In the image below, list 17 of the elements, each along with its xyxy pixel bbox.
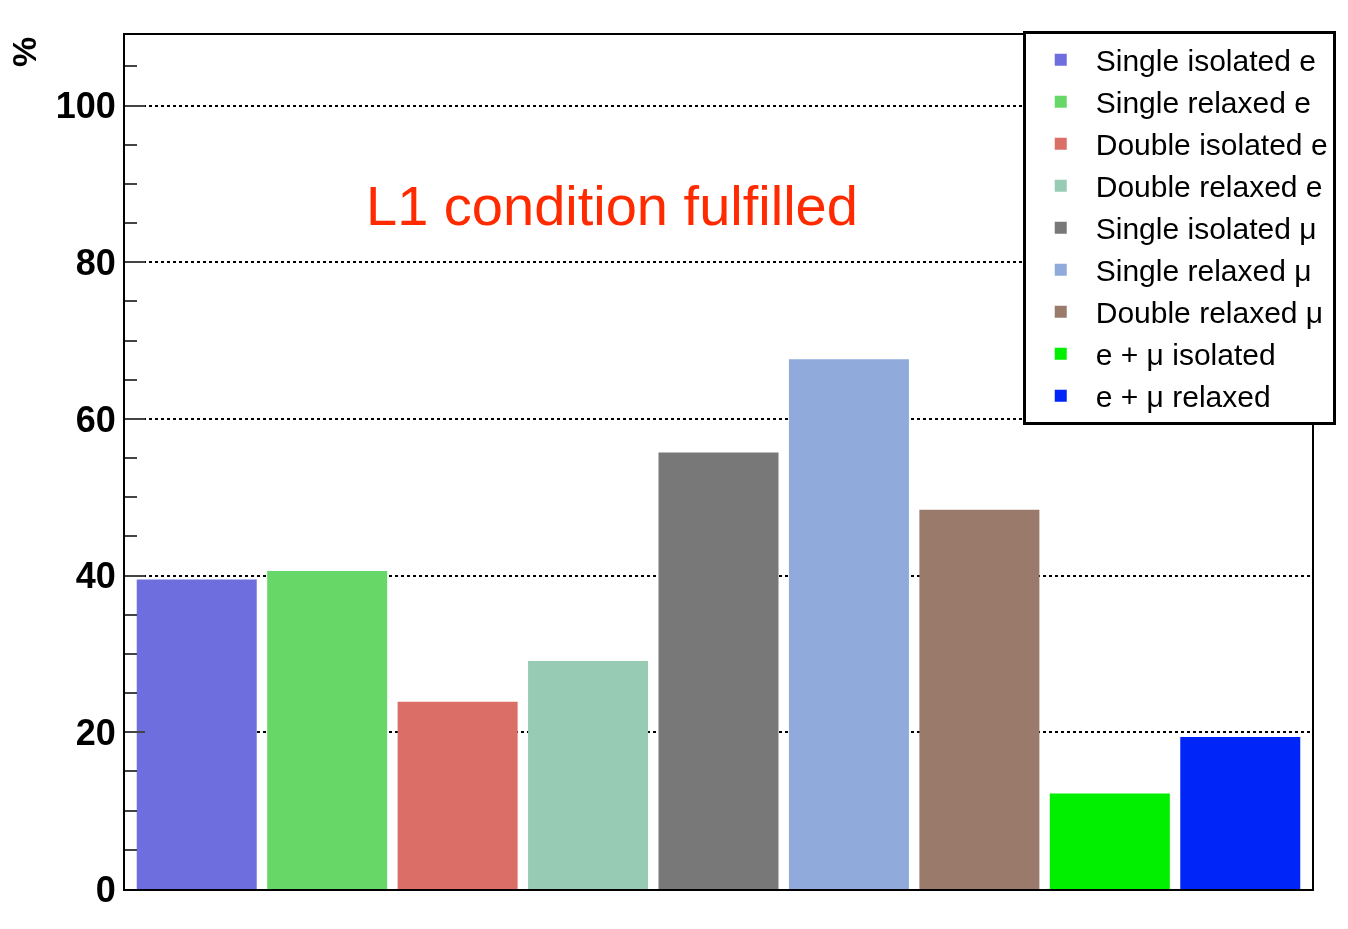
- y-axis-title: %: [5, 36, 44, 68]
- y-tick-label: 60: [75, 398, 116, 440]
- y-tick-label: 100: [55, 85, 116, 127]
- legend-label: Single isolated e: [1095, 44, 1316, 78]
- y-tick-label: 80: [75, 241, 116, 283]
- y-tick-label: 20: [75, 711, 116, 753]
- legend-label: Single relaxed μ: [1095, 254, 1312, 288]
- legend-label: Single isolated μ: [1095, 212, 1317, 246]
- legend-label: e + μ isolated: [1095, 338, 1276, 372]
- y-tick-label: 40: [75, 555, 116, 597]
- legend-label: Double isolated e: [1095, 128, 1328, 162]
- legend-label: Double relaxed μ: [1095, 296, 1324, 330]
- legend-label: e + μ relaxed: [1095, 380, 1271, 414]
- legend-label: Double relaxed e: [1095, 170, 1323, 204]
- y-tick-label: 0: [95, 868, 116, 910]
- legend-label: Single relaxed e: [1095, 86, 1311, 120]
- text: L1 condition fulfilled: [366, 174, 858, 237]
